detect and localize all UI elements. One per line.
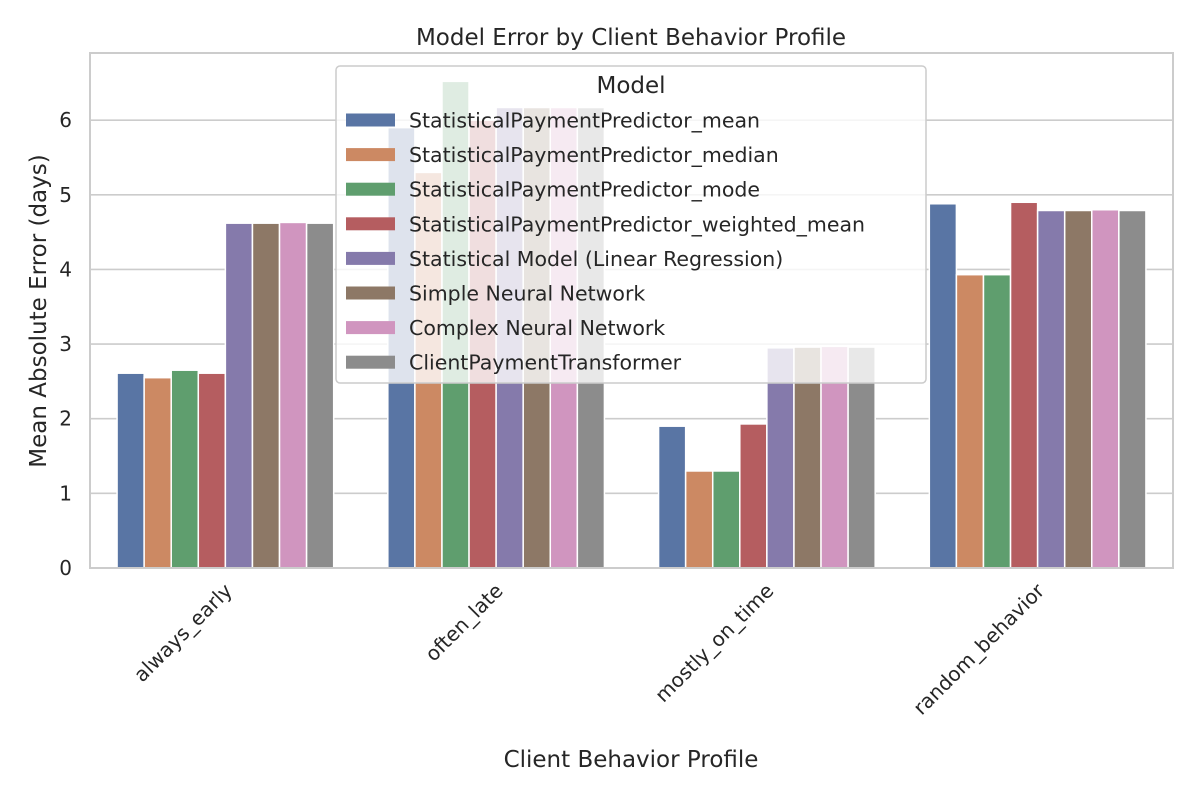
- legend-label: Simple Neural Network: [409, 282, 645, 306]
- bar-always-early-1: [116, 372, 145, 569]
- plot-frame: [89, 52, 1174, 569]
- bar-always-early-3: [170, 369, 200, 569]
- legend-swatch: [346, 355, 395, 369]
- bar-always-early-6: [251, 222, 281, 569]
- legend-swatch: [346, 321, 395, 335]
- bar-mostly-on-time-1: [657, 425, 687, 569]
- legend-box: [335, 65, 927, 384]
- legend-label: Complex Neural Network: [409, 316, 665, 340]
- legend-swatch: [346, 148, 395, 162]
- bar-mostly-on-time-2: [684, 470, 714, 569]
- legend-swatch: [346, 182, 395, 196]
- y-tick-label: 0: [59, 556, 72, 580]
- y-tick-label: 3: [59, 332, 72, 356]
- legend-swatch: [346, 286, 395, 300]
- bar-always-early-4: [197, 372, 227, 569]
- y-tick-label: 4: [59, 257, 72, 281]
- bar-always-early-5: [224, 222, 254, 569]
- legend-label: StatisticalPaymentPredictor_weighted_mea…: [409, 212, 865, 237]
- legend-title: Model: [596, 73, 665, 99]
- bar-always-early-7: [278, 221, 308, 569]
- bar-mostly-on-time-4: [739, 423, 768, 569]
- y-tick-label: 6: [59, 108, 72, 132]
- y-axis-label: Mean Absolute Error (days): [26, 154, 52, 467]
- bar-random-behavior-5: [1036, 209, 1066, 569]
- y-tick-label: 1: [59, 481, 72, 505]
- legend-items: StatisticalPaymentPredictor_mean Statisti…: [346, 109, 865, 375]
- bar-random-behavior-2: [955, 273, 985, 569]
- legend-swatch: [346, 217, 395, 231]
- legend-label: StatisticalPaymentPredictor_median: [409, 143, 779, 168]
- y-tick-labels: 0 1 2 3 4 5 6: [59, 108, 72, 580]
- legend: Model StatisticalPaymentPredictor_meanSt…: [335, 65, 927, 384]
- chart-title: Model Error by Client Behavior Profile: [416, 25, 846, 51]
- legend-label: StatisticalPaymentPredictor_mode: [409, 178, 760, 203]
- legend-label: Statistical Model (Linear Regression): [409, 247, 783, 271]
- bar-mostly-on-time-3: [711, 470, 741, 569]
- y-tick-label: 2: [59, 407, 72, 431]
- bar-always-early-2: [143, 376, 172, 569]
- legend-swatch: [346, 251, 395, 265]
- x-axis-label: Client Behavior Profile: [504, 747, 759, 773]
- legend-swatch: [346, 113, 395, 127]
- bar-random-behavior-3: [982, 273, 1012, 569]
- bar-random-behavior-6: [1063, 209, 1093, 569]
- bar-random-behavior-8: [1118, 209, 1147, 569]
- bar-always-early-8: [305, 222, 335, 569]
- y-tick-label: 5: [59, 183, 72, 207]
- bar-random-behavior-7: [1091, 208, 1120, 569]
- legend-label: ClientPaymentTransformer: [409, 351, 682, 375]
- bar-random-behavior-1: [928, 203, 958, 569]
- legend-label: StatisticalPaymentPredictor_mean: [409, 109, 760, 134]
- bar-random-behavior-4: [1009, 201, 1039, 569]
